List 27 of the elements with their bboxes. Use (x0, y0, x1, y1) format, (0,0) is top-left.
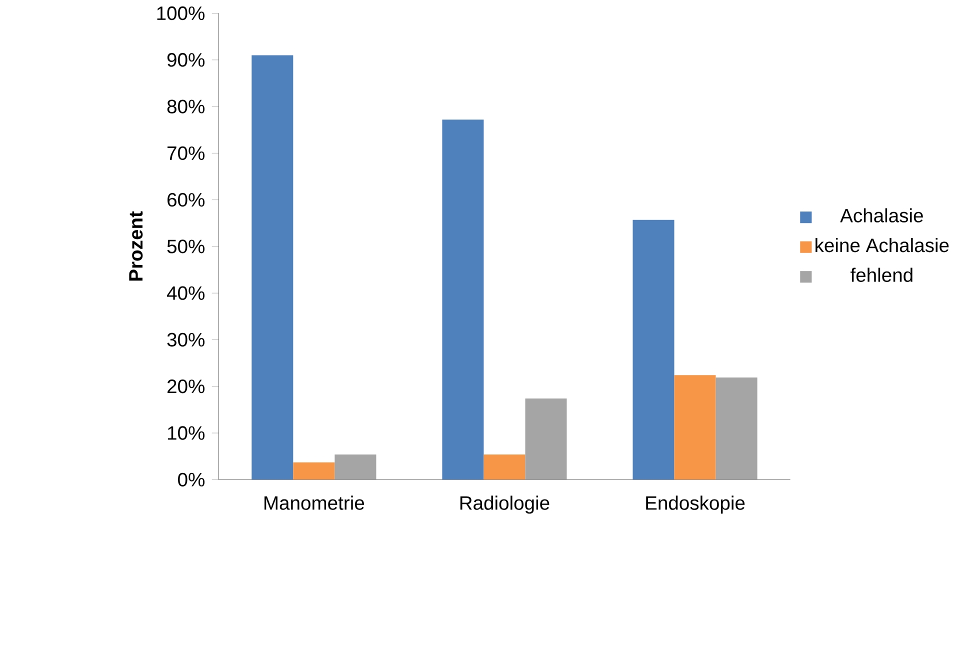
y-tick-label: 80% (167, 100, 204, 114)
y-tick-label: 70% (168, 146, 204, 160)
y-tick-label: 60% (168, 192, 204, 207)
y-tick-label: 0% (178, 472, 204, 486)
bar (484, 454, 526, 480)
x-tick-label: Endoskopie (646, 496, 745, 514)
bar (716, 378, 758, 480)
legend-label: Achalasie (840, 208, 923, 222)
y-tick-label: 10% (168, 426, 204, 440)
bar (632, 220, 674, 480)
bar (293, 462, 335, 480)
y-tick-label: 50% (167, 240, 204, 254)
y-tick-label: 100% (157, 6, 204, 20)
bar (674, 375, 716, 480)
y-tick-label: 20% (168, 380, 204, 394)
bar (442, 120, 484, 480)
bar (525, 398, 567, 480)
y-tick-label: 40% (166, 286, 204, 300)
legend-label: keine Achalasie (816, 238, 949, 252)
legend-label: fehlend (850, 268, 912, 282)
x-tick-label: Radiologie (460, 496, 550, 514)
bar (334, 454, 376, 480)
y-tick-label: 90% (167, 53, 204, 67)
y-axis-title: Prozent (129, 211, 143, 281)
bar (252, 55, 294, 480)
x-tick-label: Manometrie (264, 496, 364, 510)
y-tick-label: 30% (167, 332, 204, 347)
